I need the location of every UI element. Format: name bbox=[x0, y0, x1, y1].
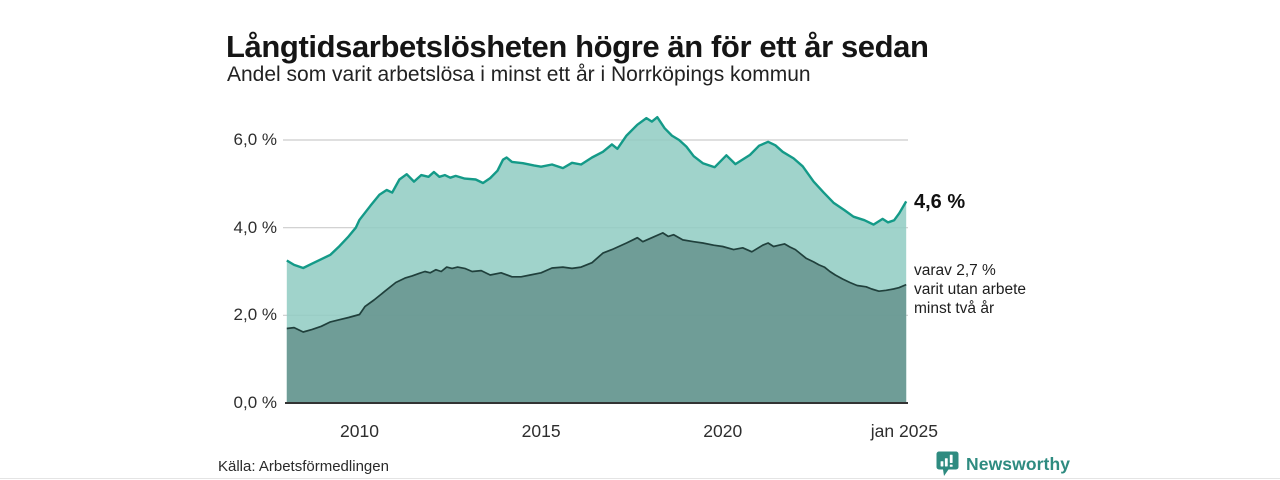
annotation-line: varav 2,7 % bbox=[914, 262, 996, 279]
series-line bbox=[286, 232, 907, 333]
series-line bbox=[286, 116, 908, 270]
annotation-line: varit utan arbete bbox=[914, 281, 1027, 298]
brand-name: Newsworthy bbox=[966, 453, 1071, 474]
x-tick-label: 2010 bbox=[340, 421, 379, 441]
annotation-line: minst två år bbox=[914, 300, 995, 317]
latest-total-value-label: 4,6 % bbox=[914, 191, 966, 213]
x-tick-label: 2015 bbox=[521, 421, 561, 441]
x-tick-label: jan 2025 bbox=[870, 421, 938, 441]
latest-two-years-annotation: varav 2,7 % varit utan arbete minst två … bbox=[914, 261, 1026, 318]
y-tick-label: 6,0 % bbox=[233, 130, 277, 149]
bar-chart-bubble-icon bbox=[936, 451, 959, 476]
bottom-divider bbox=[0, 478, 1280, 479]
source-credit: Källa: Arbetsförmedlingen bbox=[218, 458, 389, 475]
area-fill bbox=[286, 232, 907, 403]
chart-title: Långtidsarbetslösheten högre än för ett … bbox=[226, 28, 929, 64]
y-tick-label: 4,0 % bbox=[233, 217, 277, 237]
y-tick-label: 2,0 % bbox=[233, 305, 277, 325]
newsworthy-logo: Newsworthy bbox=[936, 451, 1070, 477]
chart-subtitle: Andel som varit arbetslösa i minst ett å… bbox=[227, 63, 811, 86]
y-tick-label: 0,0 % bbox=[233, 393, 277, 412]
x-tick-label: 2020 bbox=[703, 421, 743, 441]
